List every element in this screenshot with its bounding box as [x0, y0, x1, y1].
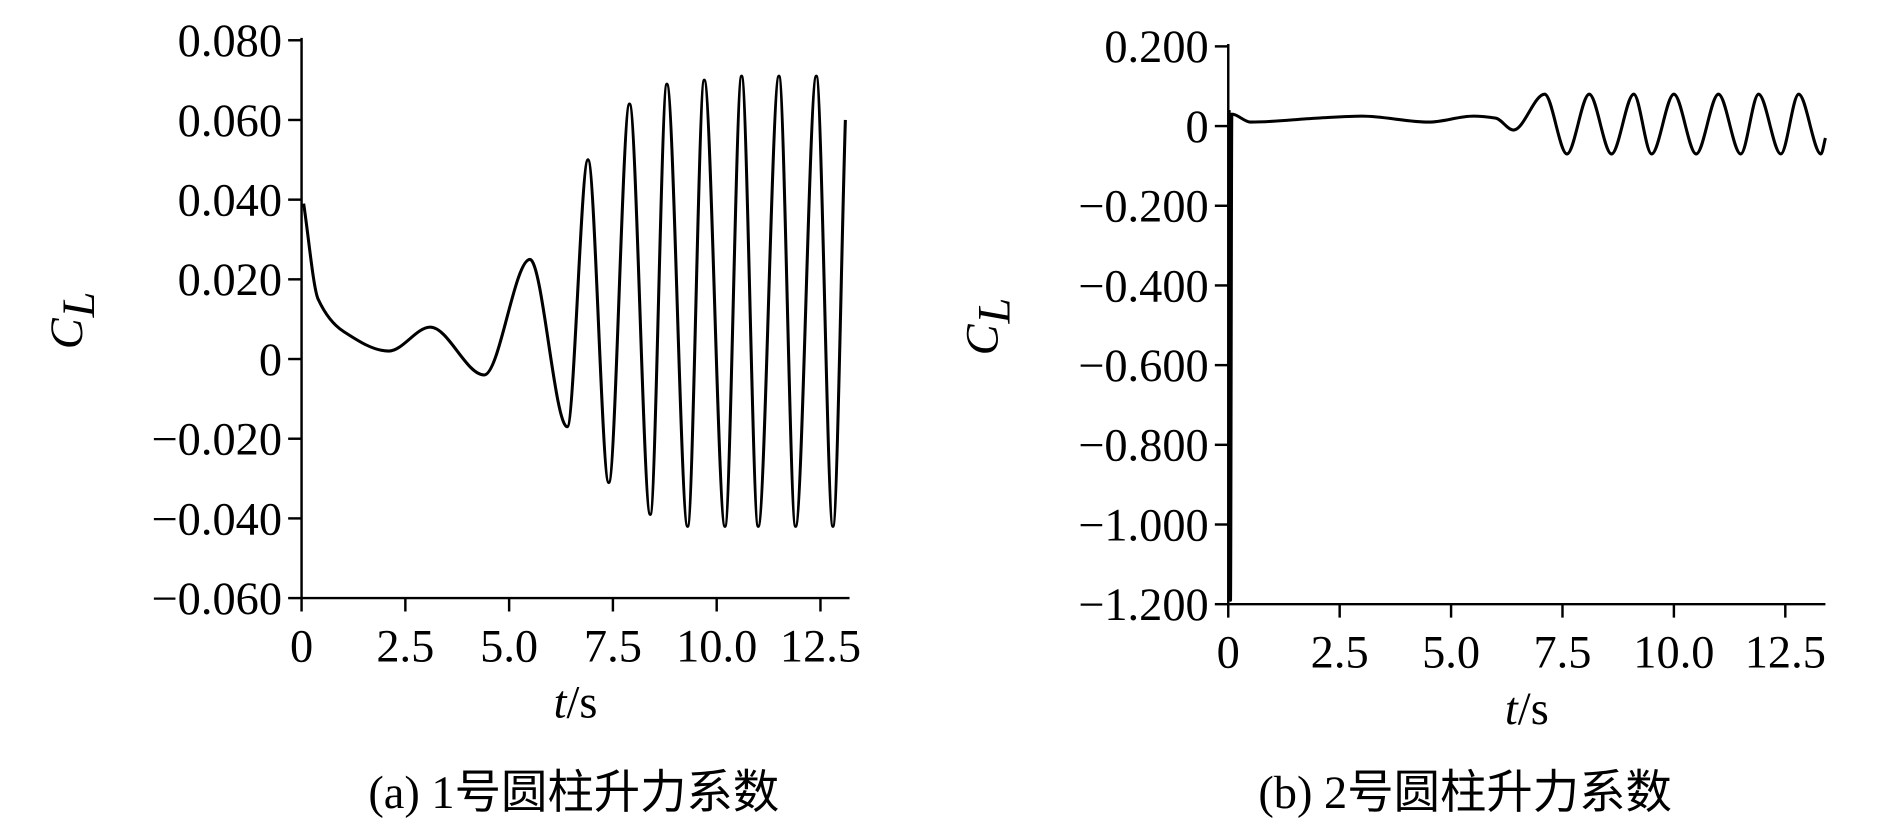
x-label-var: t: [554, 678, 568, 729]
subtitle: (b) 2号圆柱升力系数: [1258, 768, 1672, 819]
y-tick-label: −0.040: [152, 494, 283, 545]
y-tick-label: 0.040: [178, 176, 282, 227]
y-tick-label: −0.060: [152, 574, 283, 625]
x-label-unit: /s: [567, 678, 598, 729]
y-tick-label: 0.020: [178, 255, 282, 306]
x-tick-label: 2.5: [376, 622, 434, 673]
x-tick-label: 7.5: [584, 622, 642, 673]
y-label-sub: L: [970, 298, 1021, 325]
y-tick-label: 0.060: [178, 96, 282, 147]
y-tick-label: −0.200: [1078, 182, 1209, 233]
x-tick-label: 12.5: [780, 622, 861, 673]
x-label-var: t: [1505, 684, 1519, 735]
x-tick-label: 0: [1217, 628, 1240, 679]
x-tick-label: 10.0: [1633, 628, 1714, 679]
x-label-unit: /s: [1518, 684, 1549, 735]
x-tick-label: 2.5: [1311, 628, 1369, 679]
y-tick-label: −0.600: [1078, 341, 1209, 392]
x-tick-label: 7.5: [1533, 628, 1591, 679]
y-tick-label: −0.400: [1078, 261, 1209, 312]
x-tick-label: 5.0: [480, 622, 538, 673]
y-label-main: C: [42, 317, 93, 349]
y-axis-label: CL: [957, 298, 1020, 356]
y-tick-label: −1.000: [1078, 500, 1209, 551]
y-tick-label: −0.020: [152, 415, 283, 466]
x-tick-label: 10.0: [676, 622, 757, 673]
cl-line: [1227, 92, 1827, 602]
x-tick-label: 5.0: [1422, 628, 1480, 679]
subtitle: (a) 1号圆柱升力系数: [368, 768, 779, 819]
x-axis-label: t/s: [1505, 684, 1549, 735]
y-tick-label: 0: [1186, 102, 1209, 153]
y-tick-label: 0: [259, 335, 282, 386]
x-tick-label: 12.5: [1745, 628, 1826, 679]
y-label-sub: L: [54, 292, 105, 319]
y-tick-label: −1.200: [1078, 580, 1209, 631]
y-axis-label: CL: [42, 292, 105, 350]
x-tick-label: 0: [290, 622, 313, 673]
x-axis-label: t/s: [554, 678, 598, 729]
y-tick-label: 0.080: [178, 16, 282, 67]
y-tick-label: −0.800: [1078, 421, 1209, 472]
y-tick-label: 0.200: [1104, 22, 1208, 73]
y-label-main: C: [957, 323, 1008, 355]
cl-line: [302, 74, 847, 528]
